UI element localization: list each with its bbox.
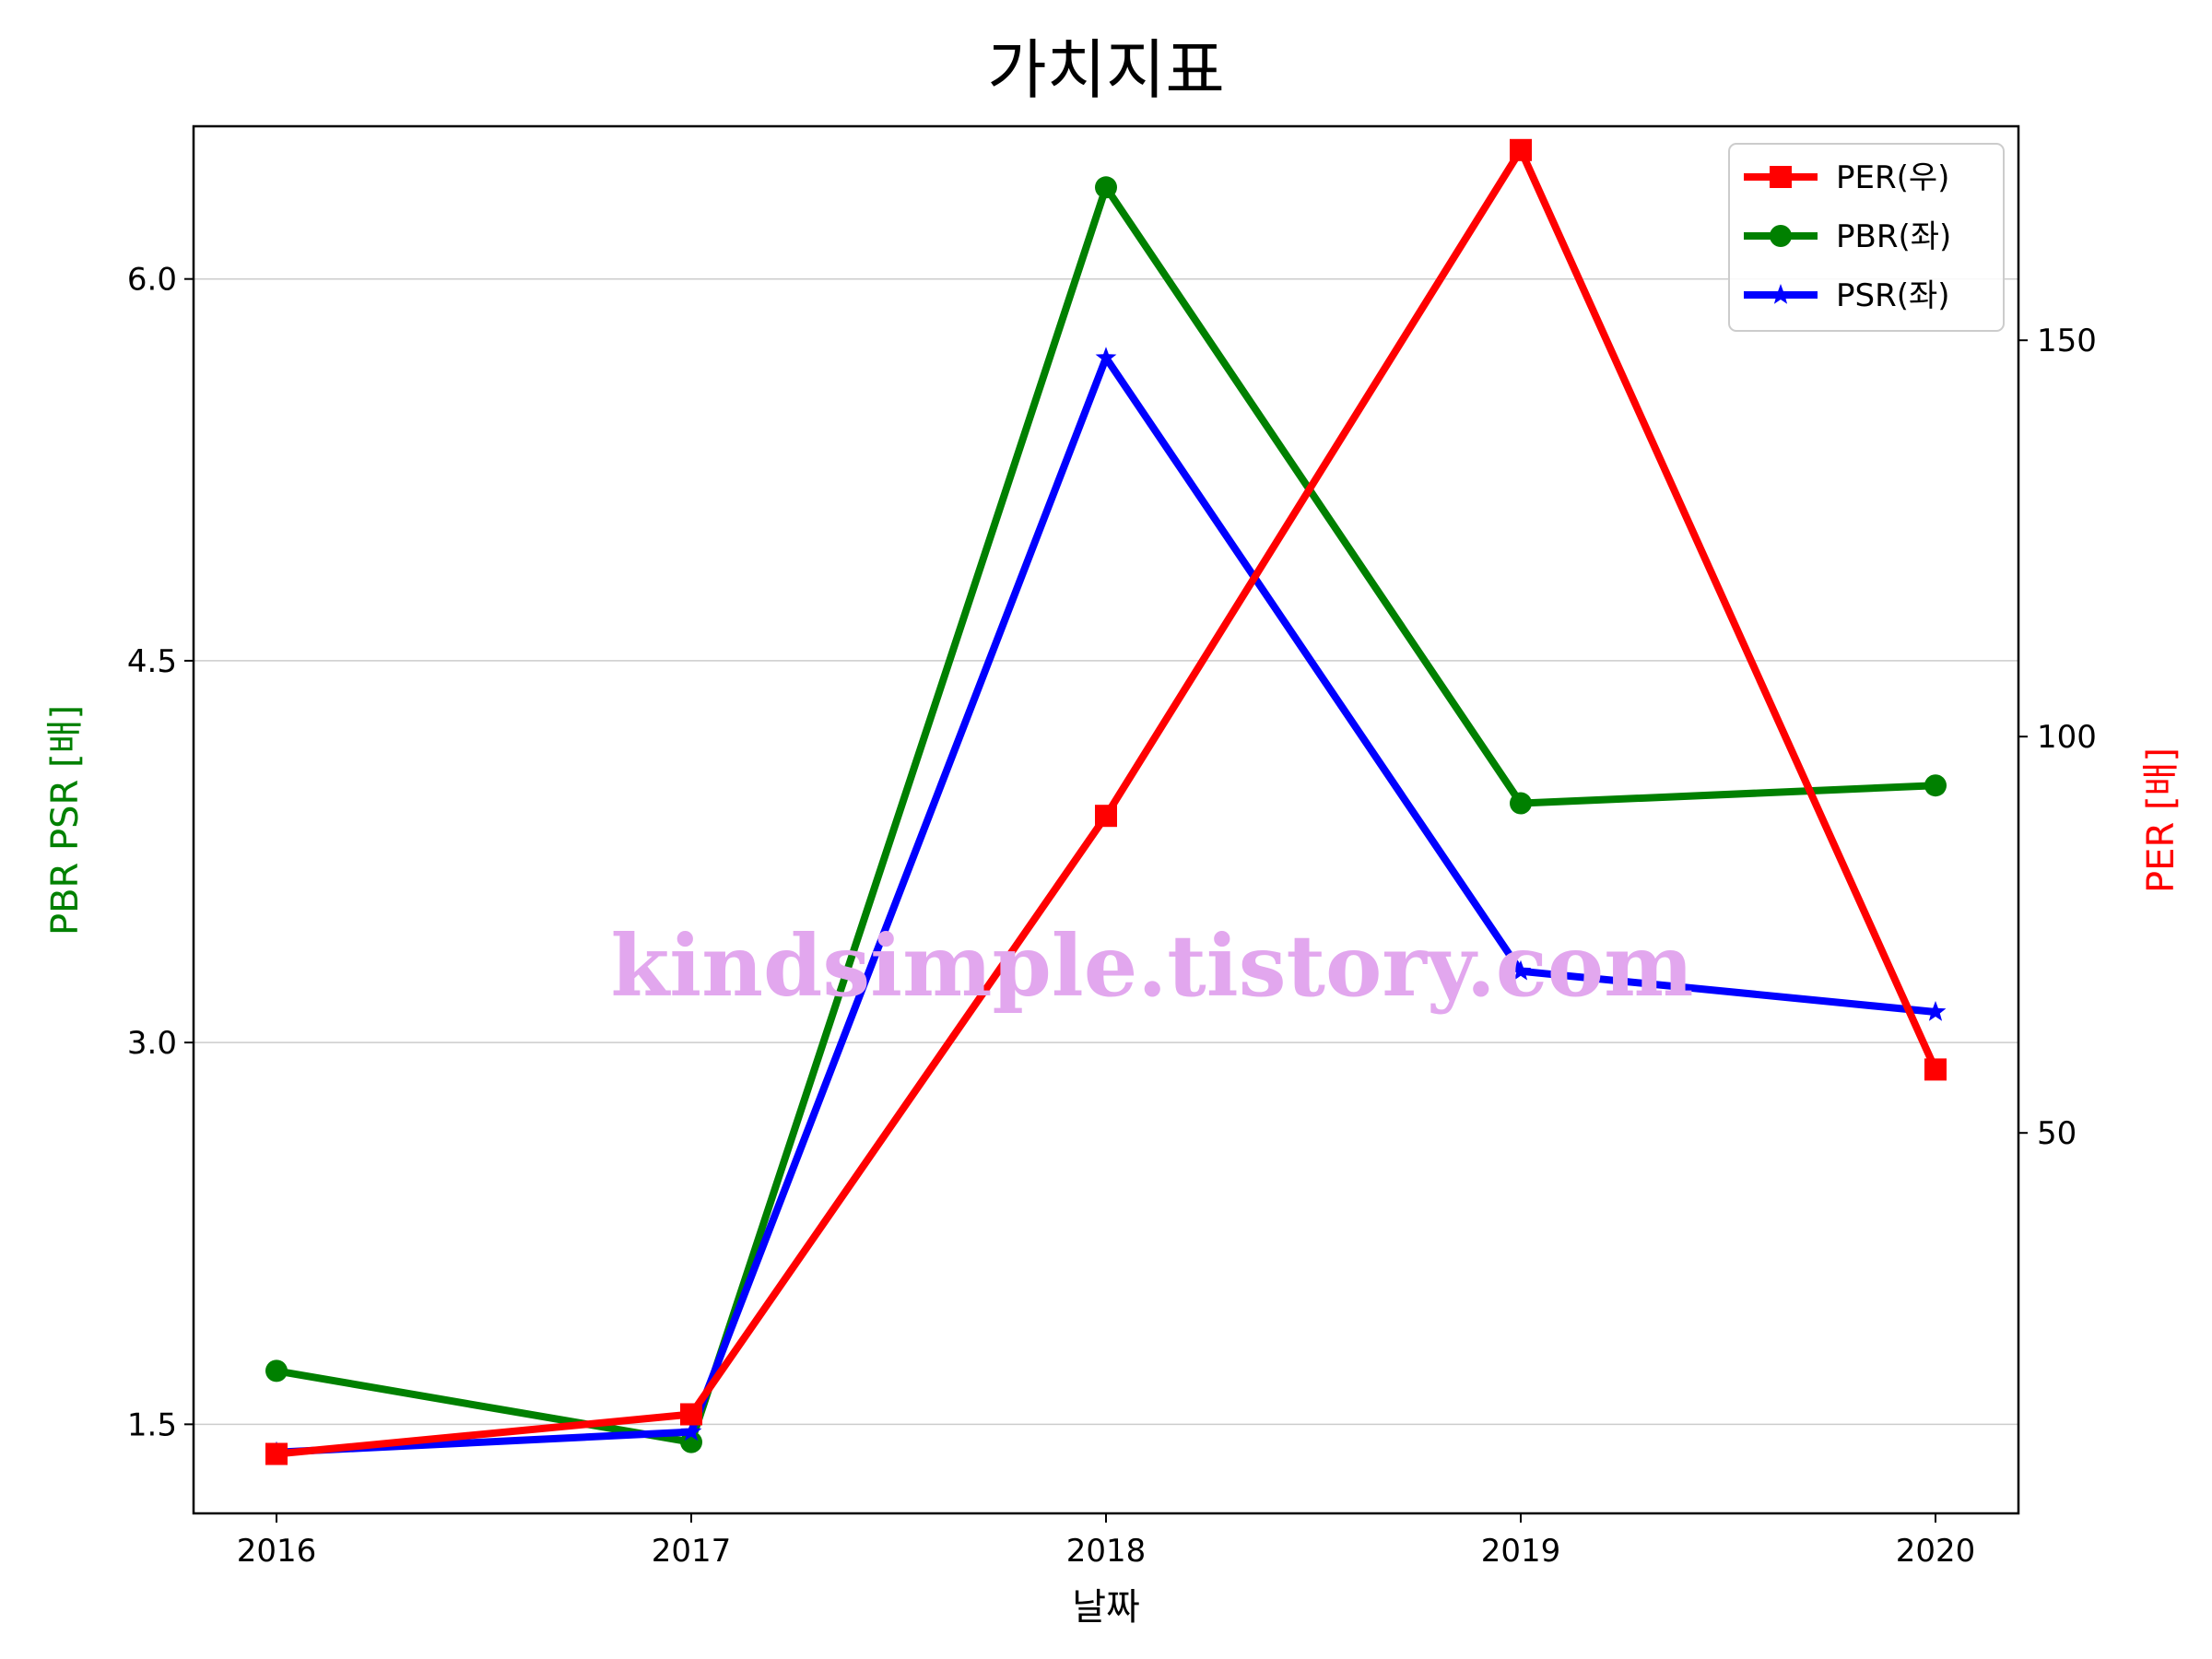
gridlines <box>194 277 2018 1426</box>
data-point <box>1510 792 1532 815</box>
series-circle <box>265 176 1947 1453</box>
y-right-tick-label: 150 <box>2037 323 2097 359</box>
data-point <box>1095 347 1117 367</box>
legend-label: PSR(좌) <box>1836 277 1950 314</box>
x-tick-label: 2016 <box>237 1533 317 1570</box>
legend-marker <box>1770 284 1792 304</box>
y-right-tick-label: 100 <box>2037 719 2097 756</box>
y-axis-right: 50 100 150 <box>2018 323 2097 1152</box>
y-axis-left-label: PBR PSR [배] <box>44 705 87 935</box>
data-point <box>1510 138 1532 161</box>
x-axis: 2016 2017 2018 2019 2020 <box>237 1513 1976 1570</box>
y-left-tick-label: 1.5 <box>127 1406 177 1443</box>
x-tick-label: 2018 <box>1066 1533 1147 1570</box>
data-point <box>680 1403 702 1426</box>
data-point <box>1924 1058 1947 1081</box>
y-right-tick-label: 50 <box>2037 1115 2077 1152</box>
legend-marker <box>1770 166 1792 188</box>
legend-box <box>1728 143 2005 332</box>
x-tick-label: 2020 <box>1896 1533 1976 1570</box>
y-left-tick-label: 3.0 <box>127 1025 177 1062</box>
legend-label: PER(우) <box>1836 159 1949 196</box>
data-point <box>1510 959 1532 981</box>
y-axis-right-label: PER [배] <box>2140 747 2183 893</box>
series-layer <box>265 138 1947 1465</box>
legend: PER(우) PBR(좌) PSR(좌) <box>1728 143 2005 332</box>
series-square <box>265 138 1947 1465</box>
x-tick-label: 2019 <box>1481 1533 1561 1570</box>
y-left-tick-label: 6.0 <box>127 262 177 299</box>
y-left-tick-label: 4.5 <box>127 643 177 680</box>
data-point <box>680 1430 702 1453</box>
data-point <box>1095 176 1117 199</box>
legend-label: PBR(좌) <box>1836 218 1951 255</box>
y-axis-left: 1.5 3.0 4.5 6.0 <box>127 262 194 1443</box>
data-point <box>265 1359 288 1382</box>
data-point <box>1924 774 1947 797</box>
data-point <box>1924 1001 1947 1021</box>
legend-marker <box>1770 225 1792 247</box>
data-point <box>1095 805 1117 828</box>
watermark-text: kindsimple.tistory.com <box>610 916 1693 1016</box>
x-axis-label: 날짜 <box>1072 1586 1140 1629</box>
data-point <box>265 1442 288 1465</box>
x-tick-label: 2017 <box>652 1533 732 1570</box>
data-point <box>680 1420 702 1441</box>
chart-title: 가치지표 <box>987 32 1225 108</box>
